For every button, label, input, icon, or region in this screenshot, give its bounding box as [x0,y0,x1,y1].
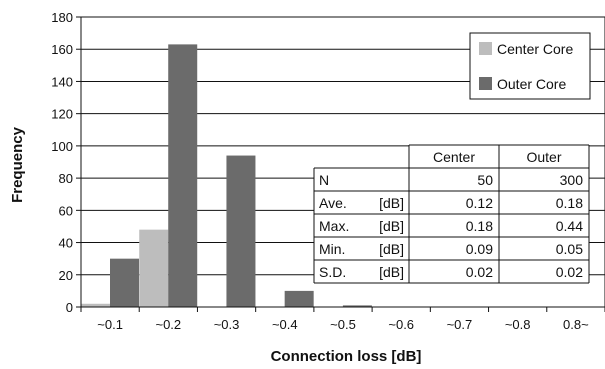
x-axis-ticks: ~0.1 ~0.2 ~0.3 ~0.4 ~0.5 ~0.6 ~0.7 ~0.8 0.8~ [80,307,605,332]
x-tick-label: ~0.4 [272,317,298,332]
stats-value-center: 0.18 [466,218,493,234]
legend-label-outer-core: Outer Core [497,76,566,92]
x-tick-label: ~0.6 [388,317,414,332]
y-tick-label: 120 [51,107,73,122]
stats-body-bg [314,168,589,283]
stats-value-outer: 300 [560,172,584,188]
y-tick-label: 160 [51,42,73,57]
x-tick-label: ~0.1 [97,317,123,332]
legend-swatch-outer-core [479,77,492,90]
legend-label-center-core: Center Core [497,41,573,57]
y-axis-title: Frequency [9,126,26,203]
y-tick-label: 60 [59,203,73,218]
y-tick-label: 40 [59,236,73,251]
x-tick-label: 0.8~ [563,317,589,332]
stats-row-unit: [dB] [379,195,404,211]
stats-value-outer: 0.44 [556,218,583,234]
bar-outer-core-0 [110,258,139,307]
x-tick-label: ~0.5 [330,317,356,332]
stats-value-center: 0.02 [466,264,493,280]
y-tick-label: 140 [51,74,73,89]
stats-header-center: Center [433,149,475,165]
stats-header-outer: Outer [526,149,561,165]
y-tick-label: 80 [59,171,73,186]
bar-center-core-0 [81,303,110,307]
stats-row-unit: [dB] [379,241,404,257]
stats-value-center: 0.09 [466,241,493,257]
x-tick-label: ~0.7 [447,317,473,332]
stats-row-unit: [dB] [379,218,404,234]
bar-outer-core-4 [342,305,372,307]
legend: Center Core Outer Core [469,32,591,100]
legend-swatch-center-core [479,42,492,55]
stats-row-label: N [319,172,329,188]
x-tick-label: ~0.8 [505,317,531,332]
stats-row-unit: [dB] [379,264,404,280]
stats-row-label: S.D. [319,264,346,280]
y-axis-ticks: 0 20 40 60 80 100 120 140 160 180 [51,10,81,315]
bar-outer-core-1 [168,44,198,308]
stats-value-center: 50 [477,172,493,188]
bar-center-core-1 [139,229,169,307]
y-tick-label: 180 [51,10,73,25]
stats-value-outer: 0.05 [556,241,583,257]
stats-value-center: 0.12 [466,195,493,211]
x-tick-label: ~0.3 [214,317,240,332]
stats-row-label: Min. [319,241,345,257]
plot-frame [80,16,605,308]
x-axis-title: Connection loss [dB] [271,348,422,365]
stats-row-label: Ave. [319,195,347,211]
stats-value-outer: 0.02 [556,264,583,280]
x-tick-label: ~0.2 [155,317,181,332]
bar-outer-core-2 [226,155,256,307]
y-tick-label: 20 [59,268,73,283]
bar-outer-core-3 [284,290,314,307]
statistics-table: Center Outer N 50 300 Ave. [dB] 0.12 0.18 Max. [dB… [313,144,590,284]
bars [81,44,372,308]
y-tick-label: 0 [66,300,73,315]
stats-value-outer: 0.18 [556,195,583,211]
stats-row-label: Max. [319,218,349,234]
y-tick-label: 100 [51,139,73,154]
